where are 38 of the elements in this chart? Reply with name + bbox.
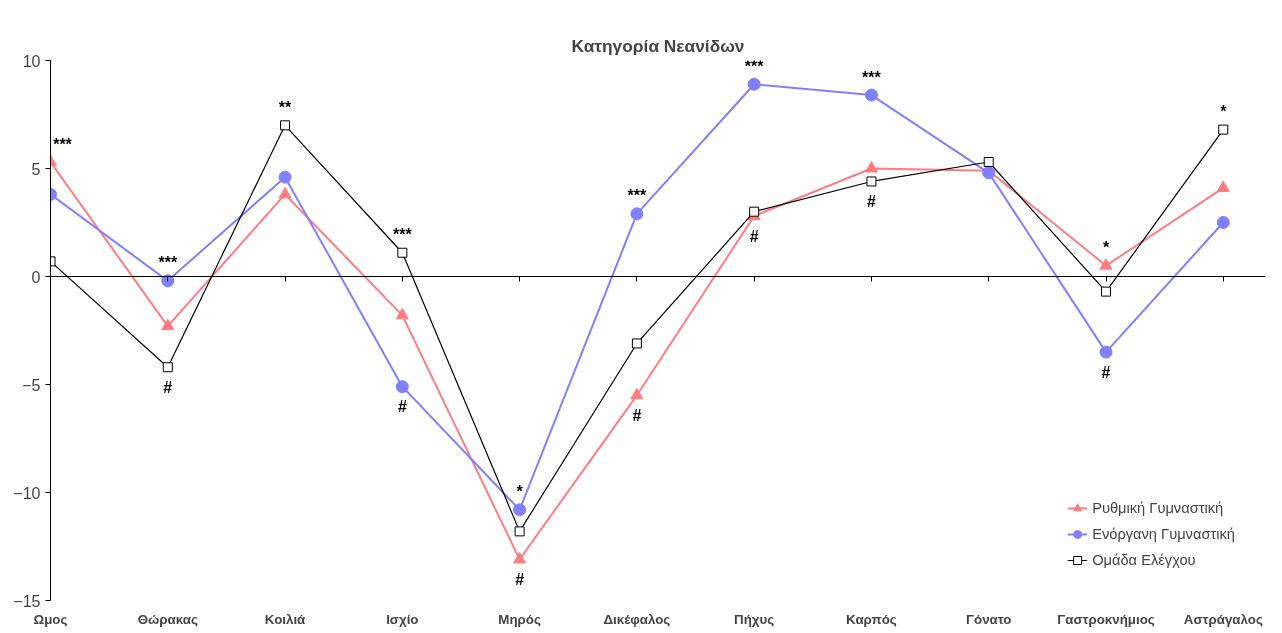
x-tick-label: Καρπός <box>846 611 897 627</box>
annotation: # <box>632 406 642 424</box>
annotation: ** <box>278 98 293 116</box>
x-tick-label: Μηρός <box>498 611 541 627</box>
x-tick-label: Ισχίο <box>386 611 419 627</box>
y-tick-label: −5 <box>22 376 41 394</box>
annotation: *** <box>53 135 73 153</box>
x-tick-label: Θώρακας <box>137 611 198 627</box>
annotation: # <box>749 227 759 245</box>
annotation: # <box>397 398 407 416</box>
annotation: *** <box>744 57 765 75</box>
legend-label: Ρυθμική Γυμναστική <box>1092 500 1224 516</box>
x-tick-label: Γαστροκνήμιος <box>1057 611 1155 627</box>
y-tick-label: 10 <box>22 52 41 70</box>
annotation: *** <box>627 187 647 205</box>
y-tick-label: 0 <box>31 268 41 286</box>
x-tick-label: Ωμος <box>33 611 68 627</box>
y-tick-label: 5 <box>31 160 41 178</box>
annotation: * <box>1220 103 1228 121</box>
annotation: * <box>1102 239 1110 257</box>
annotation: *** <box>862 68 882 86</box>
x-tick-label: Αστράγαλος <box>1183 611 1263 627</box>
chart-title: Κατηγορία Νεανίδων <box>571 35 745 56</box>
x-tick-label: Πήχυς <box>734 611 775 627</box>
annotation: # <box>163 378 173 396</box>
legend-label: Ενόργανη Γυμναστική <box>1092 526 1235 542</box>
annotation: *** <box>392 226 413 244</box>
annotation: *** <box>158 254 178 272</box>
x-tick-label: Κοιλιά <box>264 611 307 627</box>
x-tick-label: Γόνατο <box>965 611 1012 627</box>
annotation: * <box>516 483 524 501</box>
y-tick-label: −15 <box>13 592 41 610</box>
x-tick-label: Δικέφαλος <box>603 611 671 627</box>
annotation: # <box>515 570 525 588</box>
legend-label: Ομάδα Ελέγχου <box>1092 552 1196 568</box>
y-tick-label: −10 <box>13 484 41 502</box>
annotation: # <box>1101 363 1111 381</box>
annotation: # <box>867 192 876 210</box>
